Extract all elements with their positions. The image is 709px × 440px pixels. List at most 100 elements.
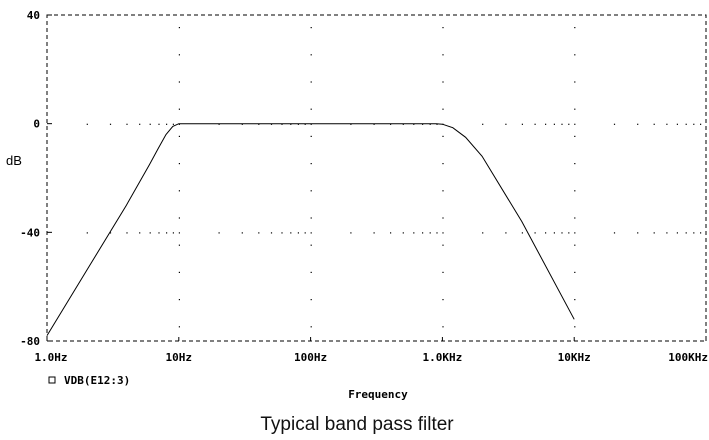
grid-dot	[218, 232, 220, 234]
grid-dot	[574, 108, 576, 110]
grid-dot	[126, 232, 128, 234]
grid-dot	[505, 123, 507, 125]
grid-dot	[442, 190, 444, 192]
grid-dot	[442, 27, 444, 29]
grid-dot	[482, 232, 484, 234]
grid-dot	[172, 232, 174, 234]
grid-dot	[436, 123, 438, 125]
y-axis-label: dB	[6, 153, 22, 168]
grid-dot	[126, 123, 128, 125]
grid-dot	[442, 108, 444, 110]
x-tick-label: 1.0KHz	[423, 351, 463, 364]
grid-dot	[310, 81, 312, 83]
grid-dot	[676, 123, 678, 125]
grid-dot	[413, 232, 415, 234]
grid-dot	[258, 232, 260, 234]
grid-dot	[574, 163, 576, 165]
plot-frame	[46, 14, 707, 342]
grid-dot	[178, 271, 180, 273]
x-tick-label: 10KHz	[558, 351, 591, 364]
grid-dot	[310, 54, 312, 56]
grid-dot	[442, 217, 444, 219]
grid-dot	[290, 123, 292, 125]
grid-dot	[613, 232, 616, 234]
grid-dot	[666, 123, 668, 125]
grid-dot	[178, 217, 180, 219]
x-tick-label: 1.0Hz	[34, 351, 67, 364]
grid-dot	[109, 232, 112, 234]
grid-dot	[310, 326, 312, 328]
grid-dot	[178, 54, 180, 56]
grid-dot	[310, 217, 312, 219]
grid-dot	[676, 232, 678, 234]
x-axis-label: Frequency	[348, 388, 408, 401]
grid-dot	[574, 81, 576, 83]
grid-dot	[574, 217, 576, 219]
grid-dot	[86, 123, 88, 125]
figure-caption: Typical band pass filter	[260, 414, 454, 435]
grid-dot	[172, 123, 174, 125]
grid-dot	[373, 232, 375, 234]
grid-dot	[574, 232, 576, 234]
grid-dot	[166, 123, 168, 125]
y-tick-label: 0	[33, 118, 40, 131]
grid-dot	[178, 232, 180, 234]
grid-dot	[700, 123, 702, 125]
grid-dot	[310, 135, 312, 137]
grid-dot	[442, 54, 444, 56]
grid-dot	[574, 27, 576, 29]
grid-dot	[413, 123, 415, 125]
grid-dot	[149, 123, 151, 125]
y-tick-label: -40	[20, 226, 40, 239]
grid-dot	[613, 123, 616, 125]
grid-dot	[310, 232, 312, 234]
grid-dot	[178, 299, 180, 301]
grid-dot	[304, 123, 306, 125]
x-tick-label: 100KHz	[668, 351, 708, 364]
grid-dot	[310, 244, 312, 246]
grid-dot	[442, 81, 444, 83]
grid-dot	[534, 232, 536, 234]
grid-dot	[350, 123, 352, 125]
grid-dot	[442, 271, 444, 273]
grid-dot	[553, 123, 555, 125]
grid-dot	[436, 232, 438, 234]
grid-dot	[158, 232, 160, 234]
grid-dot	[241, 123, 243, 125]
grid-dot	[402, 123, 404, 125]
grid-dot	[574, 54, 576, 56]
grid-dot	[442, 244, 444, 246]
grid-dot	[429, 232, 431, 234]
grid-dot	[109, 123, 112, 125]
grid-dot	[574, 123, 576, 125]
grid-dot	[149, 232, 151, 234]
grid-dot	[693, 123, 695, 125]
grid-dot	[442, 163, 444, 165]
grid-dot	[521, 232, 523, 234]
grid-dot	[304, 232, 306, 234]
grid-dot	[574, 326, 576, 328]
grid-dot	[574, 299, 576, 301]
grid-dot	[178, 244, 180, 246]
grid-dot	[178, 326, 180, 328]
grid-dot	[281, 123, 283, 125]
grid-dot	[637, 123, 639, 125]
grid-dot	[139, 232, 141, 234]
grid-dot	[402, 232, 404, 234]
grid-dot	[685, 123, 687, 125]
grid-dot	[442, 326, 444, 328]
grid-dot	[178, 163, 180, 165]
square-icon	[48, 376, 56, 384]
grid-dot	[310, 190, 312, 192]
grid-dot	[350, 232, 352, 234]
grid-dot	[685, 232, 687, 234]
grid-dot	[482, 123, 484, 125]
grid-dot	[442, 232, 444, 234]
grid-dot	[568, 232, 570, 234]
grid-dot	[270, 123, 273, 125]
grid-dot	[422, 232, 424, 234]
grid-dot	[574, 271, 576, 273]
grid-dot	[158, 123, 160, 125]
grid-dot	[653, 123, 655, 125]
